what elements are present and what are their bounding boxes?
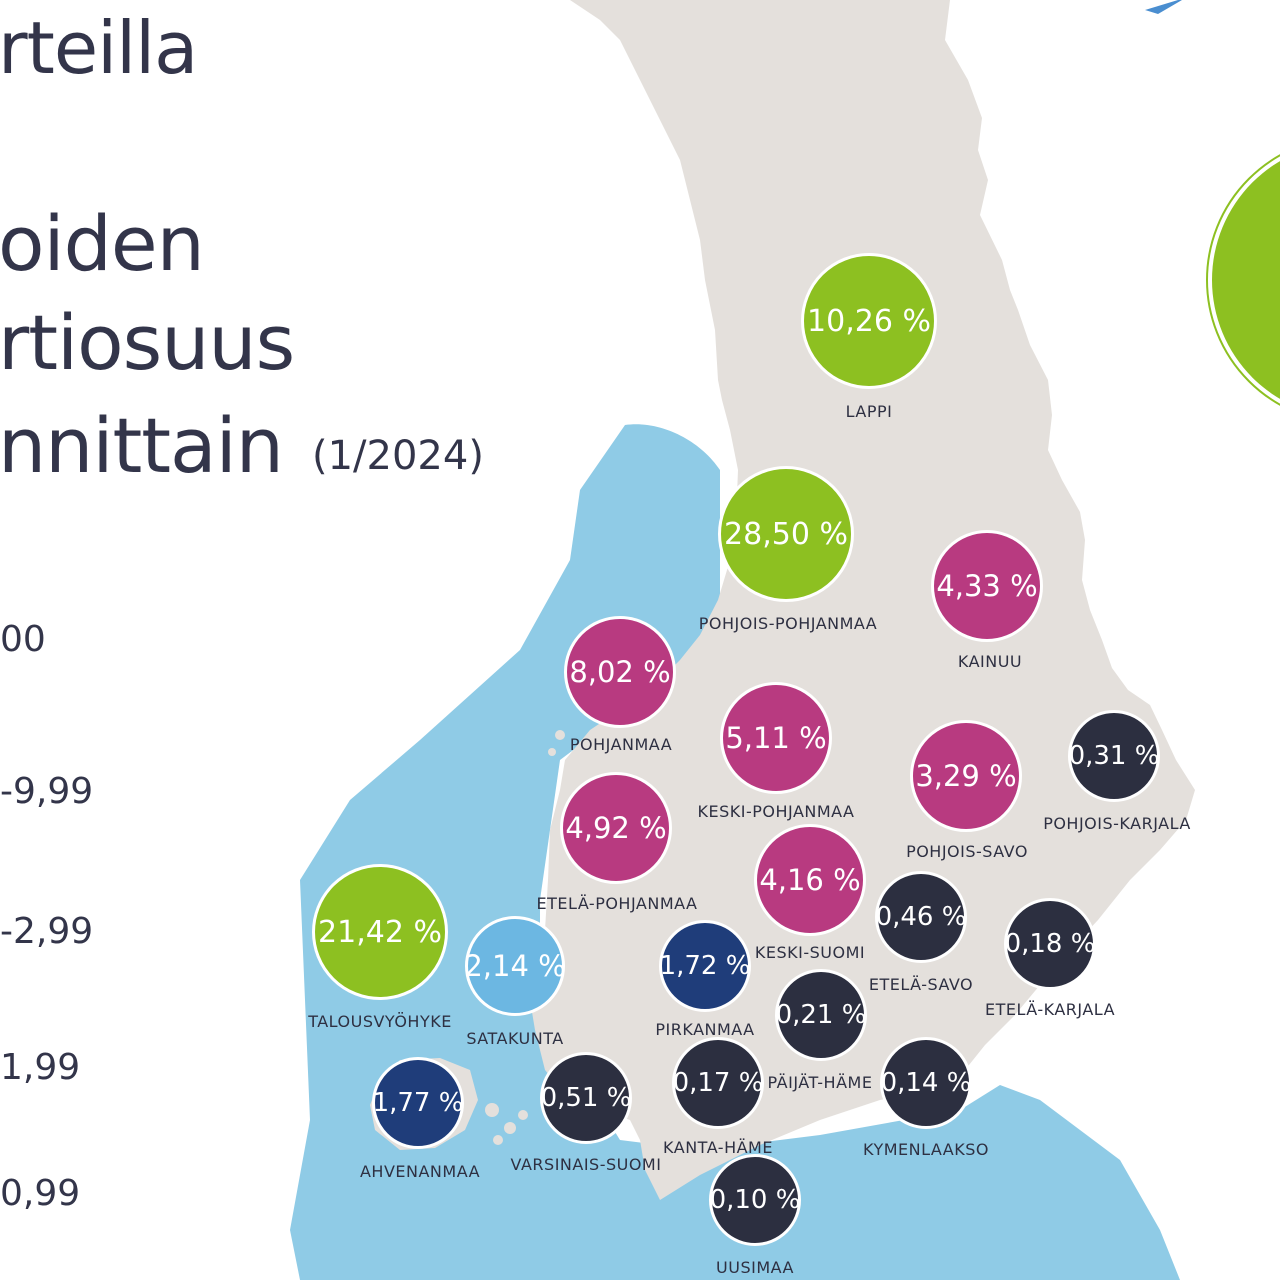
region-bubble-talousvyohyke: 21,42 %: [312, 864, 448, 1000]
title-line-3: rtiosuus: [0, 298, 295, 387]
island: [485, 1103, 499, 1117]
total-bubble-partial: [1212, 161, 1280, 399]
region-label-pohjois-savo: POHJOIS-SAVO: [906, 842, 1028, 861]
region-label-uusimaa: UUSIMAA: [716, 1258, 794, 1277]
region-bubble-pohjanmaa: 8,02 %: [564, 616, 676, 728]
region-label-etela-pohjanmaa: ETELÄ-POHJANMAA: [536, 894, 698, 913]
region-bubble-uusimaa: 0,10 %: [709, 1154, 801, 1246]
region-label-kanta-hame: KANTA-HÄME: [663, 1138, 773, 1157]
island: [518, 1110, 528, 1120]
region-label-satakunta: SATAKUNTA: [466, 1029, 564, 1048]
region-label-ahvenanmaa: AHVENANMAA: [359, 1162, 481, 1181]
region-bubble-paijat-hame: 0,21 %: [775, 969, 867, 1061]
region-label-kymenlaakso: KYMENLAAKSO: [863, 1140, 989, 1159]
title-line-2: oiden: [0, 199, 205, 288]
title-line-4: nnittain: [0, 401, 284, 490]
region-bubble-pohjois-karjala: 0,31 %: [1068, 710, 1160, 802]
region-label-pirkanmaa: PIRKANMAA: [655, 1020, 755, 1039]
island: [548, 748, 556, 756]
region-bubble-lappi: 10,26 %: [801, 253, 937, 389]
region-bubble-ahvenanmaa: 1,77 %: [372, 1057, 464, 1149]
region-bubble-kainuu: 4,33 %: [931, 530, 1043, 642]
title-line-1: rteilla: [0, 6, 198, 90]
region-bubble-kymenlaakso: 0,14 %: [880, 1037, 972, 1129]
region-label-paijat-hame: PÄIJÄT-HÄME: [767, 1073, 873, 1092]
region-label-varsinais-suomi: VARSINAIS-SUOMI: [510, 1155, 662, 1174]
region-bubble-kanta-hame: 0,17 %: [672, 1037, 764, 1129]
region-bubble-pirkanmaa: 1,72 %: [659, 920, 751, 1012]
region-bubble-pohjois-savo: 3,29 %: [910, 720, 1022, 832]
region-bubble-pohjois-pohjanmaa: 28,50 %: [718, 466, 854, 602]
sea-area: [290, 424, 1180, 1280]
land-area: [530, 0, 1195, 1200]
legend-item-4: 1,99: [0, 1047, 81, 1088]
region-label-keski-pohjanmaa: KESKI-POHJANMAA: [697, 802, 855, 821]
region-label-pohjois-karjala: POHJOIS-KARJALA: [1043, 814, 1191, 833]
region-bubble-keski-suomi: 4,16 %: [754, 824, 866, 936]
island: [504, 1122, 516, 1134]
legend-item-5: 0,99: [0, 1173, 81, 1214]
region-label-etela-karjala: ETELÄ-KARJALA: [984, 1000, 1116, 1019]
region-bubble-etela-pohjanmaa: 4,92 %: [560, 772, 672, 884]
title-date: (1/2024): [312, 433, 484, 479]
total-bubble-ring: [1206, 154, 1280, 406]
region-bubble-varsinais-suomi: 0,51 %: [540, 1052, 632, 1144]
region-label-etela-savo: ETELÄ-SAVO: [868, 975, 974, 994]
region-label-pohjanmaa: POHJANMAA: [569, 735, 673, 754]
region-bubble-etela-savo: 0,46 %: [875, 871, 967, 963]
legend-item-3: -2,99: [0, 911, 94, 952]
region-label-keski-suomi: KESKI-SUOMI: [754, 943, 866, 962]
region-bubble-satakunta: 2,14 %: [464, 916, 566, 1016]
region-label-pohjois-pohjanmaa: POHJOIS-POHJANMAA: [698, 614, 878, 633]
region-label-talousvyohyke: TALOUSVYÖHYKE: [308, 1012, 452, 1031]
logo-fragment: [1145, 0, 1182, 14]
island: [493, 1135, 503, 1145]
island: [555, 730, 565, 740]
region-label-kainuu: KAINUU: [957, 652, 1023, 671]
region-bubble-keski-pohjanmaa: 5,11 %: [720, 682, 832, 794]
legend-item-2: -9,99: [0, 771, 94, 812]
legend-item-1: 00: [0, 619, 46, 660]
region-bubble-etela-karjala: 0,18 %: [1004, 898, 1096, 990]
region-label-lappi: LAPPI: [845, 402, 893, 421]
